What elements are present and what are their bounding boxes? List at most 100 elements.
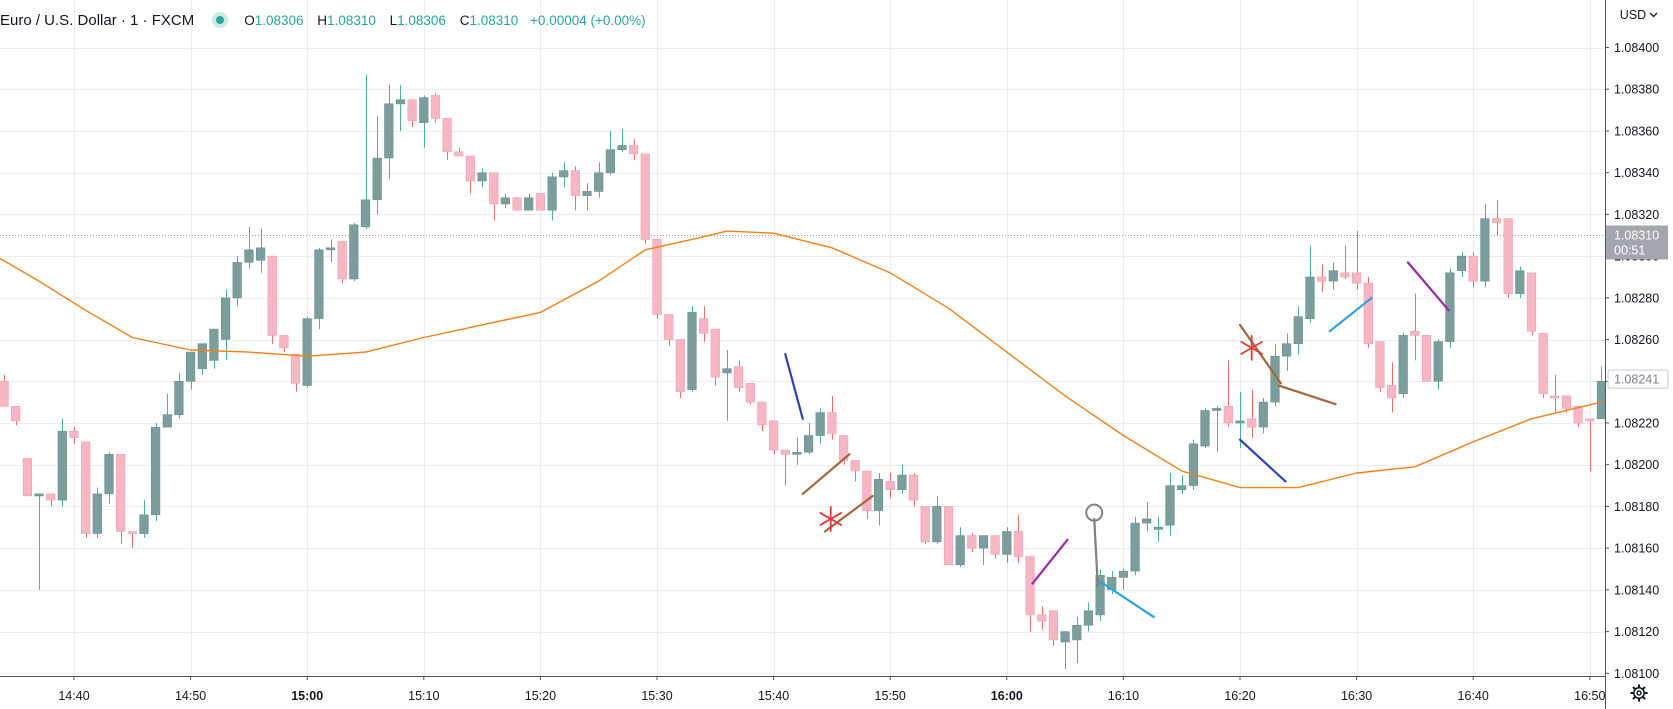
candle-down [454,151,464,157]
candle-up [360,199,371,228]
time-tick-label: 15:40 [758,689,789,703]
time-tick-label: 15:10 [408,689,439,703]
candle-down [1048,610,1058,641]
price-tick-label: 1.08380 [1614,83,1659,97]
candle-up [873,478,884,511]
candle-down [22,458,33,497]
candle-up [1072,624,1082,641]
candle-up [1282,343,1292,357]
time-tick-label: 15:00 [291,689,323,703]
candle-down [920,506,930,543]
candle-down [267,255,277,336]
drawing-star-stroke [819,512,843,526]
candle-up [1433,341,1443,382]
candle-up [617,145,627,150]
candle-down [1013,531,1024,557]
candle-down [512,197,522,211]
candle-up [547,176,557,211]
close-key: C [459,12,470,28]
candle-up [1212,408,1222,411]
drawing-trend-line [801,453,851,496]
candle-up [1165,485,1175,526]
candle-down [943,506,954,566]
candle-down [698,318,709,334]
chevron-down-icon [1649,12,1658,18]
price-tick-label: 1.08280 [1614,291,1659,305]
currency-selector[interactable]: USD [1605,0,1673,30]
change-value: +0.00004 (+0.00%) [530,12,646,28]
candles [0,74,1605,670]
candle-down [1247,418,1257,428]
candle-up [1177,485,1187,491]
symbol-title[interactable]: Euro / U.S. Dollar · 1 · FXCM [0,11,195,29]
candle-up [1200,410,1210,447]
candle-down [465,155,476,182]
price-tick-label: 1.08120 [1614,625,1659,639]
candle-up [209,328,219,361]
low-value: 1.08306 [397,12,446,28]
candle-down [279,335,289,349]
price-tick-label: 1.08180 [1614,500,1659,514]
candle-down [442,118,452,153]
candle-up [34,493,44,497]
candle-down [11,405,21,422]
candle-down [1037,614,1047,622]
time-tick-label: 16:40 [1458,689,1489,703]
last-price-label: 1.08310 [1614,229,1659,243]
candle-down [1363,282,1373,345]
candle-up [372,157,382,201]
candle-up [1328,270,1338,282]
candle-up [221,297,231,340]
time-tick-label: 16:10 [1108,689,1139,703]
candle-down [1503,218,1513,295]
chart-settings-button[interactable] [1605,676,1673,709]
price-tick-label: 1.08260 [1614,333,1659,347]
candle-up [395,99,406,105]
candle-up [792,451,802,455]
candle-up [500,197,511,205]
candle-down [640,153,650,240]
candle-up [255,247,266,261]
price-tick-label: 1.08220 [1614,417,1659,431]
candle-down [768,420,779,451]
candle-up [151,426,161,516]
candle-up [1293,316,1303,345]
open-key: O [244,12,255,28]
candle-down [967,535,977,549]
candle-down [990,535,1000,555]
candle-up [582,191,592,196]
candle-up [92,493,102,534]
candle-up [162,414,172,428]
candle-up [1083,610,1093,626]
candle-up [419,97,429,123]
candle-up [244,249,254,263]
moving-average-line [0,230,1602,489]
drawing-trend-line [1328,296,1373,333]
candle-up [477,172,487,182]
drawing-trend-line [1031,538,1069,585]
candle-down [116,453,126,532]
candle-up [815,412,825,436]
time-tick-label: 14:40 [58,689,89,703]
candle-down [69,430,79,438]
candle-up [104,453,114,495]
candle-down [535,193,545,211]
price-tick-label: 1.08400 [1614,41,1659,55]
candle-down [629,145,639,155]
candle-down [652,239,662,315]
candle-up [1142,518,1152,524]
candle-up [57,430,67,501]
candle-down [1491,218,1502,224]
candle-up [186,351,196,382]
candle-up [1095,574,1105,616]
candle-down [675,339,685,393]
time-tick-label: 15:20 [525,689,556,703]
price-tick-label: 1.08360 [1614,124,1659,138]
candle-up [325,247,336,251]
candle-up [932,506,942,543]
price-axis-area [1605,0,1673,709]
ma-value-badge [1607,369,1669,389]
candle-up [302,318,312,386]
candle-up [1258,401,1268,428]
